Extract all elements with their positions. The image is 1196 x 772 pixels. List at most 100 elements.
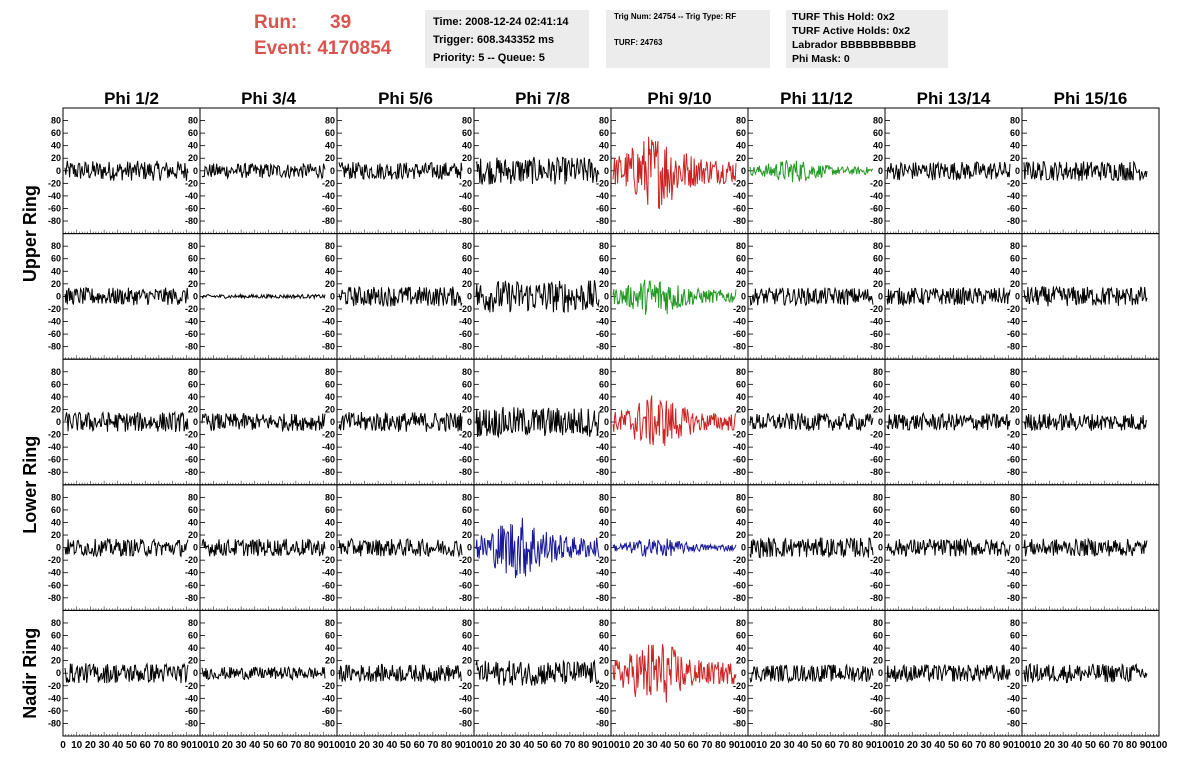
y-tick-label: -80 (733, 342, 746, 352)
column-header: Phi 1/2 (104, 89, 159, 108)
y-tick-label: 60 (599, 128, 609, 138)
y-tick-label: 40 (873, 266, 883, 276)
panel-frame (62, 107, 201, 235)
column-header: Phi 7/8 (515, 89, 570, 108)
y-tick-label: -80 (596, 718, 609, 728)
y-tick-label: 20 (462, 404, 472, 414)
y-tick-label: 60 (736, 379, 746, 389)
y-tick-label: -80 (1007, 342, 1020, 352)
trigger-text: Trigger: 608.343352 ms (433, 34, 555, 46)
y-tick-label: 80 (462, 241, 472, 251)
waveform-trace (886, 537, 1011, 558)
y-tick-label: 0 (193, 166, 198, 176)
y-tick-label: -60 (322, 580, 335, 590)
y-tick-label: -20 (733, 681, 746, 691)
y-tick-label: -80 (596, 216, 609, 226)
y-tick-label: -20 (870, 555, 883, 565)
y-tick-label: 60 (1010, 128, 1020, 138)
x-tick-label: 50 (537, 740, 549, 751)
y-tick-label: 0 (56, 166, 61, 176)
panel-frame (747, 107, 886, 235)
y-tick-label: -80 (322, 467, 335, 477)
x-tick-label: 90 (318, 740, 330, 751)
x-tick-label: 100 (466, 740, 483, 751)
x-tick-label: 20 (222, 740, 234, 751)
y-tick-label: 40 (736, 517, 746, 527)
y-tick-label: -60 (185, 203, 198, 213)
x-tick-label: 80 (304, 740, 316, 751)
trig-num-text: Trig Num: 24754 -- Trig Type: RF (614, 12, 737, 21)
y-tick-label: 40 (51, 643, 61, 653)
x-tick-label: 10 (756, 740, 768, 751)
y-tick-label: -40 (322, 442, 335, 452)
y-tick-label: 20 (188, 530, 198, 540)
y-tick-label: -40 (185, 191, 198, 201)
y-tick-label: 40 (599, 517, 609, 527)
y-tick-label: -40 (870, 442, 883, 452)
y-tick-label: -20 (322, 178, 335, 188)
y-tick-label: -20 (596, 555, 609, 565)
y-tick-label: 60 (51, 631, 61, 641)
y-tick-label: -60 (459, 329, 472, 339)
x-tick-label: 40 (934, 740, 946, 751)
y-tick-label: 80 (873, 116, 883, 126)
y-tick-label: -20 (596, 430, 609, 440)
panel-frame (747, 358, 886, 486)
y-tick-label: -20 (185, 304, 198, 314)
y-tick-label: -80 (459, 718, 472, 728)
waveform-trace (1023, 537, 1148, 557)
x-tick-label: 60 (277, 740, 289, 751)
y-tick-label: 0 (741, 668, 746, 678)
x-tick-label: 20 (770, 740, 782, 751)
y-tick-label: 40 (736, 266, 746, 276)
y-tick-label: -60 (733, 706, 746, 716)
y-tick-label: 0 (56, 417, 61, 427)
y-tick-label: -80 (870, 342, 883, 352)
x-tick-label: 30 (784, 740, 796, 751)
x-tick-label: 50 (811, 740, 823, 751)
y-tick-label: 40 (736, 141, 746, 151)
y-tick-label: 60 (1010, 379, 1020, 389)
y-tick-label: 20 (599, 404, 609, 414)
x-tick-label: 80 (441, 740, 453, 751)
y-tick-label: -80 (1007, 593, 1020, 603)
x-tick-label: 50 (400, 740, 412, 751)
y-tick-label: 80 (736, 367, 746, 377)
y-tick-label: 60 (325, 379, 335, 389)
y-tick-label: 80 (599, 492, 609, 502)
waveform-trace (64, 286, 189, 306)
y-tick-label: 40 (736, 643, 746, 653)
y-tick-label: -40 (870, 693, 883, 703)
x-tick-label: 20 (907, 740, 919, 751)
waveform-trace (201, 292, 326, 301)
y-tick-label: -60 (733, 455, 746, 465)
y-tick-label: 0 (330, 291, 335, 301)
y-tick-label: 80 (325, 116, 335, 126)
waveform-trace (475, 406, 600, 439)
x-tick-label: 80 (852, 740, 864, 751)
x-tick-label: 30 (99, 740, 111, 751)
y-tick-label: 60 (188, 631, 198, 641)
waveform-trace (1023, 412, 1148, 432)
y-tick-label: 80 (325, 492, 335, 502)
y-tick-label: -40 (596, 693, 609, 703)
y-tick-label: 80 (736, 492, 746, 502)
y-tick-label: -80 (459, 467, 472, 477)
y-tick-label: -80 (459, 593, 472, 603)
x-tick-label: 100 (192, 740, 209, 751)
run-event-box: Run: 39 Event: 4170854 (254, 10, 391, 62)
row-group-label: Upper Ring (20, 185, 40, 282)
y-tick-label: 0 (330, 166, 335, 176)
y-tick-label: -40 (48, 442, 61, 452)
y-tick-label: 0 (330, 668, 335, 678)
y-tick-label: 60 (599, 254, 609, 264)
y-tick-label: 20 (188, 656, 198, 666)
y-tick-label: -80 (185, 216, 198, 226)
phi-mask-text: Phi Mask: 0 (792, 53, 850, 65)
x-tick-label: 20 (633, 740, 645, 751)
x-tick-label: 10 (345, 740, 357, 751)
waveform-trace (475, 156, 600, 185)
y-tick-label: -20 (1007, 681, 1020, 691)
y-tick-label: 40 (188, 517, 198, 527)
y-tick-label: -40 (1007, 442, 1020, 452)
